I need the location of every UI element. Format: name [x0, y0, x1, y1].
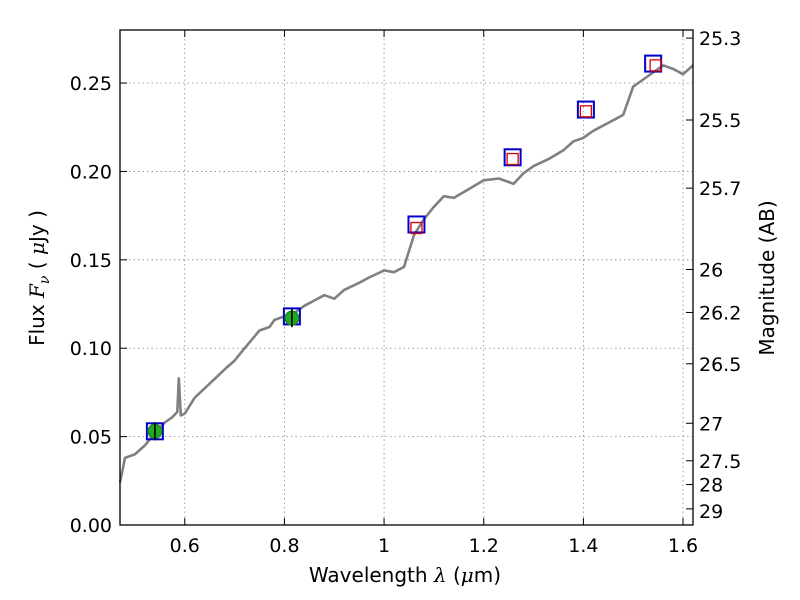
- photometry-point: [576, 100, 595, 119]
- photometry-point: [407, 215, 426, 234]
- ticks: 0.6 0.8 1 1.2 1.4 1.6 0.00 0.05 0.10 0.15 0.20 0.25…: [70, 28, 742, 557]
- magnitude-tick-label: 26: [699, 259, 723, 281]
- x-tick-label: 1.4: [568, 535, 598, 557]
- y-axis-label: Flux Fν ( μJy ): [25, 210, 53, 346]
- y-tick-label: 0.20: [70, 161, 112, 183]
- y-tick-label: 0.10: [70, 338, 112, 360]
- y-tick-label: 0.25: [70, 73, 112, 95]
- spectrum-layer: [118, 64, 694, 483]
- model-point: [649, 59, 662, 72]
- y-tick-label: 0.05: [70, 427, 112, 449]
- plot-frame: [119, 29, 694, 526]
- marker-layer: [145, 54, 663, 441]
- magnitude-tick-label: 25.5: [699, 110, 741, 132]
- y2-axis-label: Magnitude (AB): [755, 200, 779, 355]
- x-tick-label: 1: [378, 535, 390, 557]
- photometry-point: [503, 148, 522, 167]
- x-tick-label: 0.6: [170, 535, 200, 557]
- x-axis-label: Wavelength λ (μm): [309, 563, 501, 587]
- magnitude-tick-label: 26.2: [699, 302, 741, 324]
- magnitude-tick-label: 28: [699, 475, 723, 497]
- magnitude-tick-label: 29: [699, 501, 723, 523]
- model-point: [506, 152, 519, 166]
- spectrum-line: [118, 64, 694, 483]
- x-tick-label: 1.2: [469, 535, 499, 557]
- model-point: [410, 221, 423, 235]
- x-tick-label: 0.8: [269, 535, 299, 557]
- y-tick-label: 0.15: [70, 250, 112, 272]
- magnitude-tick-label: 25.3: [699, 28, 741, 50]
- magnitude-tick-label: 27: [699, 413, 723, 435]
- x-tick-label: 1.6: [668, 535, 698, 557]
- grid: [120, 30, 693, 525]
- magnitude-tick-label: 27.5: [699, 451, 741, 473]
- y-tick-label: 0.00: [70, 515, 112, 537]
- magnitude-tick-label: 26.5: [699, 354, 741, 376]
- magnitude-tick-label: 25.7: [699, 178, 741, 200]
- model-point: [579, 105, 593, 118]
